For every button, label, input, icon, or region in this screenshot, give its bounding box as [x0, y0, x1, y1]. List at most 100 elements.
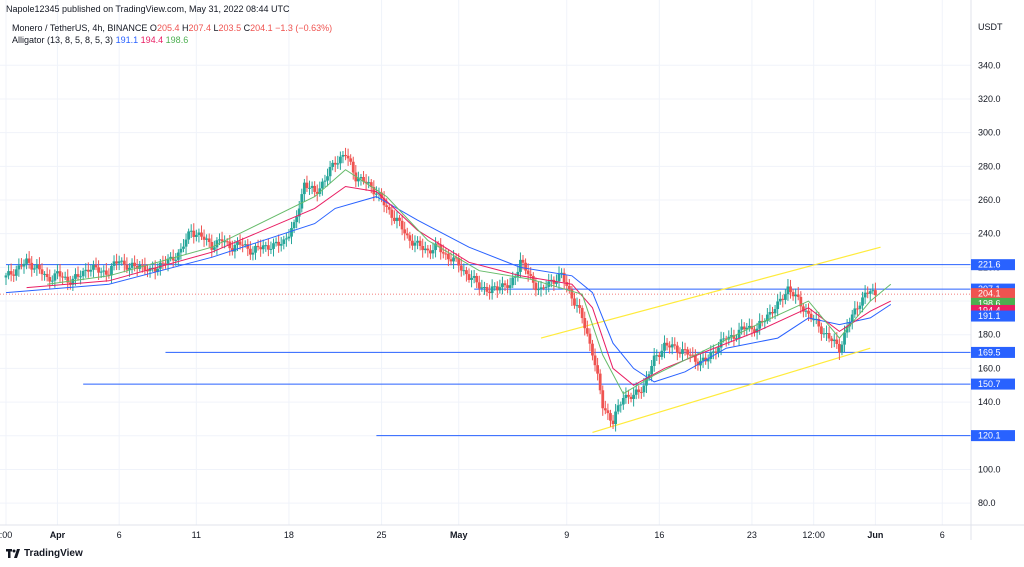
candle-body	[629, 396, 633, 399]
candle-body	[305, 182, 309, 189]
candle-body	[544, 286, 548, 288]
price-tick-label: 180.0	[978, 330, 1001, 340]
candle-body	[380, 192, 383, 199]
candle-body	[639, 392, 643, 394]
candle-body	[27, 258, 31, 263]
alligator-jaw-line	[5, 196, 892, 383]
candle-body	[611, 420, 615, 425]
candles	[4, 147, 877, 432]
candle-body	[411, 240, 414, 246]
parallel-channel[interactable]	[540, 246, 881, 433]
candle-body	[248, 248, 252, 255]
candle-body	[364, 181, 368, 184]
candle-body	[290, 228, 293, 237]
candle-body	[570, 289, 574, 299]
candle-body	[529, 274, 533, 276]
candle-body	[588, 333, 592, 344]
candle-body	[200, 232, 203, 237]
candle-body	[647, 374, 651, 378]
candle-body	[591, 343, 594, 356]
close-label: C	[243, 23, 251, 33]
candle-body	[441, 252, 445, 254]
candle-body	[552, 279, 556, 284]
candle-body	[812, 319, 816, 321]
candle-body	[722, 338, 726, 340]
candle-body	[763, 321, 767, 323]
candle-body	[359, 176, 363, 179]
candle-body	[632, 394, 636, 399]
candle-body	[817, 318, 821, 327]
candle-body	[61, 276, 64, 278]
symbol-name[interactable]: Monero / TetherUS, 4h, BINANCE	[12, 23, 148, 33]
alligator-teeth-value: 194.4	[140, 35, 164, 45]
candle-body	[861, 297, 864, 306]
candle-body	[171, 256, 175, 261]
time-tick-label: 18	[284, 530, 294, 540]
time-tick-label: :00	[0, 530, 12, 540]
candle-body	[539, 287, 543, 290]
candle-body	[76, 274, 80, 277]
candle-body	[331, 162, 335, 167]
candle-body	[418, 240, 422, 246]
candle-body	[400, 220, 404, 230]
candle-body	[63, 276, 67, 278]
candle-body	[490, 286, 494, 294]
candle-body	[92, 264, 95, 270]
candle-body	[184, 239, 188, 247]
price-tag: 204.1	[978, 289, 1001, 299]
candle-body	[120, 260, 124, 262]
high-value: 207.4	[188, 23, 212, 33]
candle-body	[565, 282, 569, 286]
candle-body	[495, 286, 499, 291]
candle-body	[475, 275, 479, 283]
candle-body	[336, 163, 340, 165]
candle-body	[760, 320, 764, 322]
level-price-tag: 150.7	[978, 379, 1001, 389]
candle-body	[837, 343, 841, 353]
candle-body	[182, 246, 185, 249]
candle-body	[251, 252, 255, 255]
candle-body	[863, 292, 867, 298]
candle-body	[573, 298, 576, 306]
candle-body	[457, 258, 461, 266]
candle-body	[735, 338, 738, 340]
candle-body	[503, 283, 507, 286]
candle-body	[292, 222, 296, 229]
candle-body	[187, 231, 191, 240]
candle-body	[485, 286, 489, 292]
level-price-tag: 221.6	[978, 260, 1001, 270]
candle-body	[89, 269, 93, 272]
candle-body	[560, 272, 563, 274]
candle-body	[156, 268, 160, 272]
candle-body	[711, 351, 715, 353]
time-tick-label: 9	[564, 530, 569, 540]
candle-body	[99, 271, 103, 273]
candle-body	[583, 318, 587, 329]
candle-body	[282, 239, 286, 244]
candle-body	[17, 265, 21, 270]
candle-body	[202, 236, 206, 240]
alligator-label[interactable]: Alligator (13, 8, 5, 8, 5, 3)	[12, 35, 114, 45]
candle-body	[447, 253, 450, 260]
candle-body	[462, 270, 466, 272]
tradingview-logo[interactable]: TradingView	[6, 548, 83, 559]
time-axis[interactable]: :00 Apr 6 11 18 25 May 9 16 23 12:00 Jun 6	[0, 530, 945, 540]
candle-body	[819, 326, 823, 334]
candle-body	[367, 182, 371, 184]
candle-body	[429, 250, 432, 254]
candle-body	[670, 344, 674, 348]
time-tick-label: 6	[117, 530, 122, 540]
candle-body	[696, 361, 700, 366]
horizontal-levels[interactable]	[0, 264, 971, 437]
candle-body	[655, 355, 659, 357]
candle-body	[778, 298, 782, 302]
candle-body	[799, 296, 803, 307]
candle-body	[295, 216, 299, 223]
price-tick-label: 320.0	[978, 94, 1001, 104]
candle-body	[516, 271, 520, 277]
candle-body	[9, 271, 13, 275]
candle-body	[74, 274, 77, 279]
candle-body	[385, 205, 389, 207]
low-label: L	[213, 23, 219, 33]
